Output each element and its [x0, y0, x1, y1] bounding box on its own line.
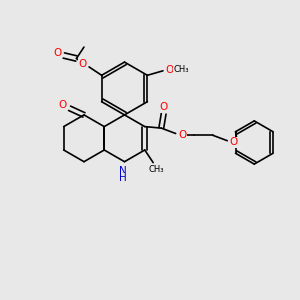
Text: CH₃: CH₃ [148, 165, 164, 174]
Text: O: O [78, 59, 87, 69]
Text: O: O [53, 48, 61, 58]
Text: O: O [165, 65, 174, 75]
Text: O: O [59, 100, 67, 110]
Text: H: H [119, 173, 127, 183]
Text: CH₃: CH₃ [174, 64, 189, 74]
Text: O: O [160, 102, 168, 112]
Text: O: O [178, 130, 186, 140]
Text: N: N [119, 166, 127, 176]
Text: O: O [230, 137, 238, 148]
